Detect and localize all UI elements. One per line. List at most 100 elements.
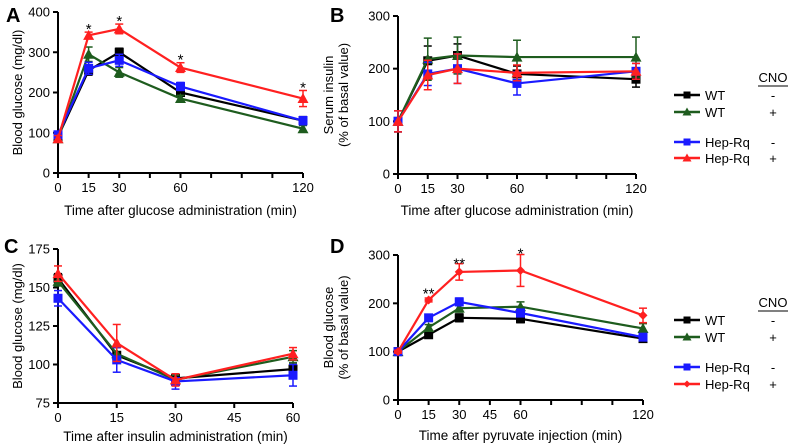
series-wt-minus <box>53 272 298 384</box>
legend-cno-sign: - <box>771 360 775 375</box>
data-point <box>422 53 434 64</box>
data-point <box>83 29 95 40</box>
data-point <box>630 51 642 62</box>
x-tick-label: 120 <box>292 180 314 195</box>
y-tick-label: 150 <box>28 280 50 295</box>
legend-marker <box>682 153 692 162</box>
x-tick-label: 45 <box>483 407 497 422</box>
legend-cno-sign: + <box>769 151 777 166</box>
legend-marker <box>682 332 692 341</box>
data-point <box>511 51 523 62</box>
data-point <box>288 370 298 380</box>
data-point <box>84 63 94 73</box>
data-point <box>516 265 525 275</box>
legend-label: Hep-Rq <box>705 135 750 150</box>
legend-marker <box>683 138 691 146</box>
legend-label: Hep-Rq <box>705 360 750 375</box>
x-tick-label: 120 <box>632 407 654 422</box>
panel-label: A <box>6 5 20 27</box>
y-tick-label: 400 <box>28 5 50 20</box>
series-hep-plus <box>52 265 299 387</box>
series-line <box>57 297 294 383</box>
significance-marker: ** <box>453 255 465 272</box>
y-tick-label: 75 <box>36 396 50 411</box>
y-axis-label: Blood glucose (mg/dl) <box>10 263 25 389</box>
panel-c: C 75 100 125 150 175 0 15 30 45 60 Time after insul… <box>4 236 300 444</box>
data-point <box>452 63 463 74</box>
y-tick-label: 125 <box>28 319 50 334</box>
legend-label: Hep-Rq <box>705 377 750 392</box>
legend: CNO WT - WT + Hep-Rq - Hep-Rq + <box>674 70 788 166</box>
legend-item: Hep-Rq + <box>674 377 777 392</box>
legend-item: WT + <box>674 330 777 345</box>
series-line <box>57 272 294 382</box>
data-point <box>423 322 435 332</box>
significance-marker: * <box>178 51 184 68</box>
legend-label: WT <box>705 313 725 328</box>
legend-label: Hep-Rq <box>705 151 750 166</box>
panel-label: B <box>330 5 344 27</box>
x-tick-label: 15 <box>421 181 435 196</box>
data-point <box>512 78 522 88</box>
y-tick-label: 100 <box>368 114 390 129</box>
data-point <box>170 374 181 385</box>
data-point <box>297 123 309 134</box>
legend-cno-sign: - <box>771 135 775 150</box>
x-tick-label: 0 <box>394 407 401 422</box>
x-tick-label: 30 <box>168 410 182 425</box>
data-point <box>424 330 434 340</box>
panel-a: A 0 100 200 300 400 0 15 30 60 120 Time after gluco… <box>6 5 314 219</box>
y-tick-label: 300 <box>368 9 390 24</box>
x-tick-label: 60 <box>513 407 527 422</box>
data-point <box>453 302 465 313</box>
significance-marker: * <box>86 21 92 38</box>
panel-d: D 0 100 200 300 0 15 30 45 60 120 Time after pyruva… <box>321 236 788 443</box>
x-tick-label: 0 <box>54 180 61 195</box>
data-point <box>516 308 525 318</box>
legend-marker <box>683 380 691 388</box>
significance-marker: ** <box>423 286 435 303</box>
x-axis-label: Time after pyruvate injection (min) <box>419 428 623 443</box>
y-tick-label: 175 <box>28 242 50 257</box>
data-point <box>175 62 186 73</box>
x-axis-label: Time after glucose administration (min) <box>401 203 634 218</box>
y-axis-label: Blood glucose <box>321 287 336 369</box>
panel-label: D <box>330 236 344 258</box>
y-axis-label: (% of basal value) <box>336 275 351 379</box>
legend-item: WT - <box>674 313 775 328</box>
data-point <box>287 348 299 359</box>
series-hep-plus <box>392 53 642 133</box>
data-point <box>638 310 648 320</box>
x-tick-label: 60 <box>510 181 524 196</box>
significance-marker: * <box>518 246 524 263</box>
legend-cno-sign: + <box>769 105 777 120</box>
y-tick-label: 300 <box>368 248 390 263</box>
legend-label: WT <box>705 88 725 103</box>
data-point <box>393 347 403 357</box>
data-point <box>113 23 125 34</box>
legend: CNO WT - WT + Hep-Rq - Hep-Rq + <box>674 295 788 392</box>
data-point <box>511 67 523 78</box>
y-tick-label: 0 <box>383 393 390 408</box>
legend-marker <box>682 107 692 116</box>
y-tick-label: 0 <box>43 166 50 181</box>
legend-cno-sign: + <box>769 377 777 392</box>
data-point <box>424 313 434 323</box>
legend-item: Hep-Rq + <box>674 151 777 166</box>
data-point <box>175 93 186 104</box>
data-point <box>637 322 649 333</box>
x-tick-label: 120 <box>625 181 647 196</box>
data-point <box>53 293 63 303</box>
legend-header: CNO <box>759 295 788 310</box>
significance-marker: * <box>116 13 122 30</box>
legend-item: Hep-Rq - <box>674 360 775 375</box>
y-axis-label: (% of basal value) <box>336 43 351 147</box>
data-point <box>176 81 185 91</box>
x-tick-label: 30 <box>450 181 464 196</box>
y-tick-label: 300 <box>28 45 50 60</box>
legend-header: CNO <box>759 70 788 85</box>
legend-item: Hep-Rq - <box>674 135 775 150</box>
x-tick-label: 60 <box>286 410 300 425</box>
